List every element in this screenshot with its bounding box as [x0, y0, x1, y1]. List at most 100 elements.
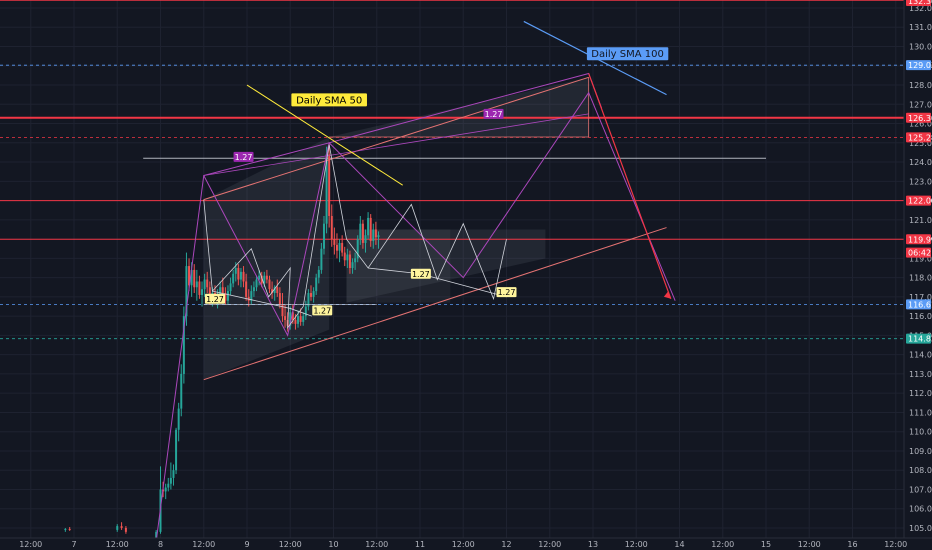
candle-body: [320, 248, 323, 270]
candle-body: [188, 266, 191, 286]
fib-label: 1.27: [313, 306, 331, 315]
price-axis[interactable]: 105.00 106.00 107.00 108.00 109.00 110.00 111.…: [903, 0, 932, 550]
white-line: [212, 290, 313, 317]
y-tick-label: 118.00: [909, 274, 932, 283]
y-tick-label: 107.00: [909, 485, 932, 494]
candle-body: [367, 217, 370, 236]
candle-body: [307, 293, 310, 307]
y-tick-label: 131.00: [909, 23, 932, 32]
candle-body: [278, 293, 281, 305]
y-tick-label: 132.00: [909, 4, 932, 13]
y-tick-label: 116.00: [909, 312, 932, 321]
price-axis-bg: [904, 0, 932, 550]
annotation-label: Daily SMA 100: [591, 49, 664, 60]
candle-body: [328, 154, 331, 216]
price-tag-label: 126.30: [908, 114, 932, 123]
x-tick-label: 8: [158, 540, 163, 549]
x-tick-label: 12:00: [19, 540, 42, 549]
candle-body: [341, 242, 344, 253]
candle-body: [258, 275, 261, 280]
horizontal-levels: [0, 0, 904, 340]
candle-body: [356, 239, 359, 259]
candle-body: [276, 287, 279, 294]
price-tag-bg: [906, 60, 931, 71]
candle-body: [124, 528, 127, 532]
price-tag-label: 129.03: [908, 61, 932, 70]
x-tick-label: 16: [847, 540, 857, 549]
red-projection: [588, 73, 672, 300]
candle-body: [281, 304, 284, 317]
candle-body: [232, 273, 235, 284]
x-tick-label: 7: [71, 540, 76, 549]
candle-body: [361, 223, 364, 243]
x-tick-label: 12:00: [884, 540, 907, 549]
time-axis[interactable]: 12:00 7 12:00 8 12:00 9 12:00 10 12:00 11 12:00 12 1…: [0, 537, 932, 550]
annotation-label: Daily SMA 50: [296, 95, 362, 106]
candle-body: [268, 279, 271, 290]
price-tag-bg: [906, 299, 931, 310]
price-tag-label: 119.99: [908, 235, 932, 244]
pattern-drawings: [203, 77, 589, 380]
candle-body: [302, 316, 305, 322]
candle-body: [224, 293, 227, 301]
fib-label-bg: [496, 287, 517, 298]
candle-body: [273, 287, 276, 294]
y-tick-label: 108.00: [909, 466, 932, 475]
price-tag-label: 125.28: [908, 133, 932, 142]
trendline-support: [203, 227, 667, 381]
candle-body: [291, 312, 294, 320]
y-tick-label: 128.00: [909, 81, 932, 90]
price-tag-bg: [906, 234, 931, 245]
candle-body: [310, 293, 313, 297]
y-tick-label: 121.00: [909, 216, 932, 225]
x-tick-label: 12:00: [625, 540, 648, 549]
candle-body: [343, 252, 346, 261]
x-tick-label: 12:00: [192, 540, 215, 549]
price-tag-bg: [906, 195, 931, 206]
candle-body: [120, 526, 123, 528]
candle-body: [195, 281, 198, 288]
candle-body: [315, 277, 318, 292]
y-tick-label: 130.00: [909, 43, 932, 52]
candle-body: [239, 271, 242, 280]
fib-label-bg: [312, 305, 333, 316]
y-tick-label: 126.00: [909, 120, 932, 129]
x-tick-label: 12:00: [452, 540, 475, 549]
candle-body: [219, 287, 222, 297]
time-axis-bg: [0, 538, 932, 550]
y-tick-label: 119.00: [909, 254, 932, 263]
pattern-fill: [329, 77, 589, 138]
x-tick-label: 13: [588, 540, 598, 549]
candle-body: [180, 373, 183, 409]
candle-body: [284, 316, 287, 320]
candle-body: [289, 312, 292, 326]
candle-body: [206, 279, 209, 288]
price-tag-label: 114.83: [908, 335, 932, 344]
x-tick-label: 12:00: [711, 540, 734, 549]
candle-body: [255, 279, 258, 288]
candle-body: [221, 287, 224, 294]
fib-label-bg: [204, 293, 225, 304]
x-tick-label: 10: [328, 540, 338, 549]
candle-body: [169, 477, 172, 484]
candle-body: [299, 316, 302, 322]
candle-body: [245, 281, 248, 297]
fib-label-bg: [410, 268, 431, 279]
candle-body: [177, 408, 180, 430]
candle-body: [377, 235, 380, 238]
x-tick-label: 12:00: [365, 540, 388, 549]
y-tick-label: 111.00: [909, 408, 932, 417]
candle-body: [164, 487, 167, 492]
candle-body: [364, 235, 367, 243]
candle-body: [304, 306, 307, 317]
pattern-fill: [346, 229, 546, 303]
purple-zigzag: [203, 91, 676, 337]
candle-body: [263, 275, 266, 284]
candle-body: [335, 244, 338, 251]
candle-body: [242, 271, 245, 282]
price-tag-bg: [906, 132, 931, 143]
candle-body: [252, 287, 255, 292]
y-tick-label: 124.00: [909, 158, 932, 167]
candle-body: [354, 258, 357, 263]
